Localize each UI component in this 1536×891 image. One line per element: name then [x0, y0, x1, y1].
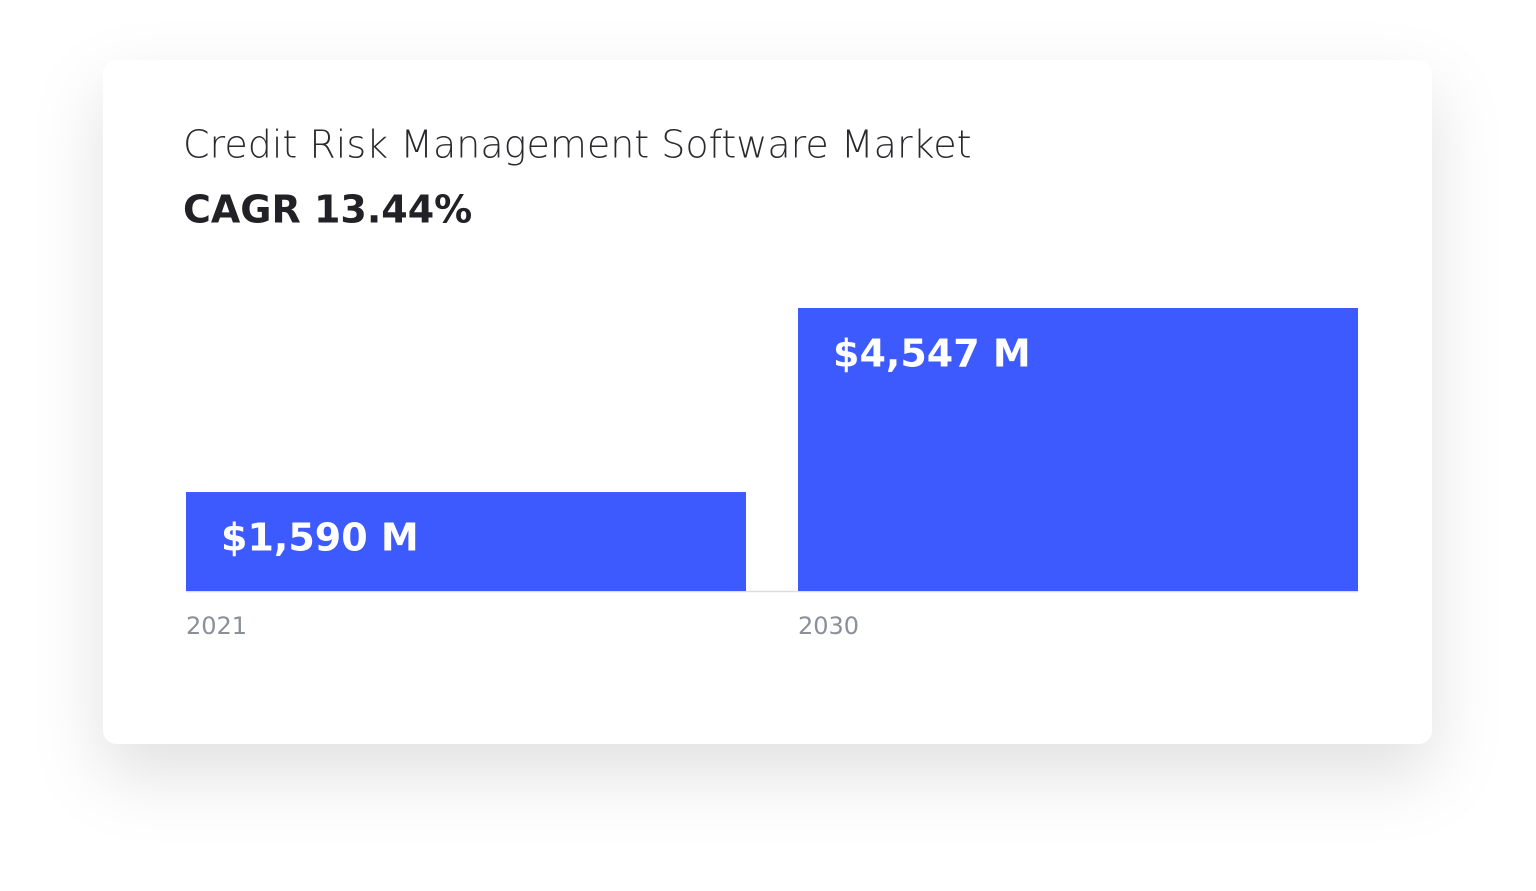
chart-subtitle: CAGR 13.44%: [183, 188, 472, 232]
value-label: $4,547 M: [833, 332, 1031, 376]
value-label: $1,590 M: [221, 516, 419, 560]
bar: [186, 492, 746, 591]
chart-title: Credit Risk Management Software Market: [183, 123, 972, 167]
bar: [798, 308, 1358, 591]
x-tick-label: 2021: [186, 612, 247, 640]
x-tick-label: 2030: [798, 612, 859, 640]
